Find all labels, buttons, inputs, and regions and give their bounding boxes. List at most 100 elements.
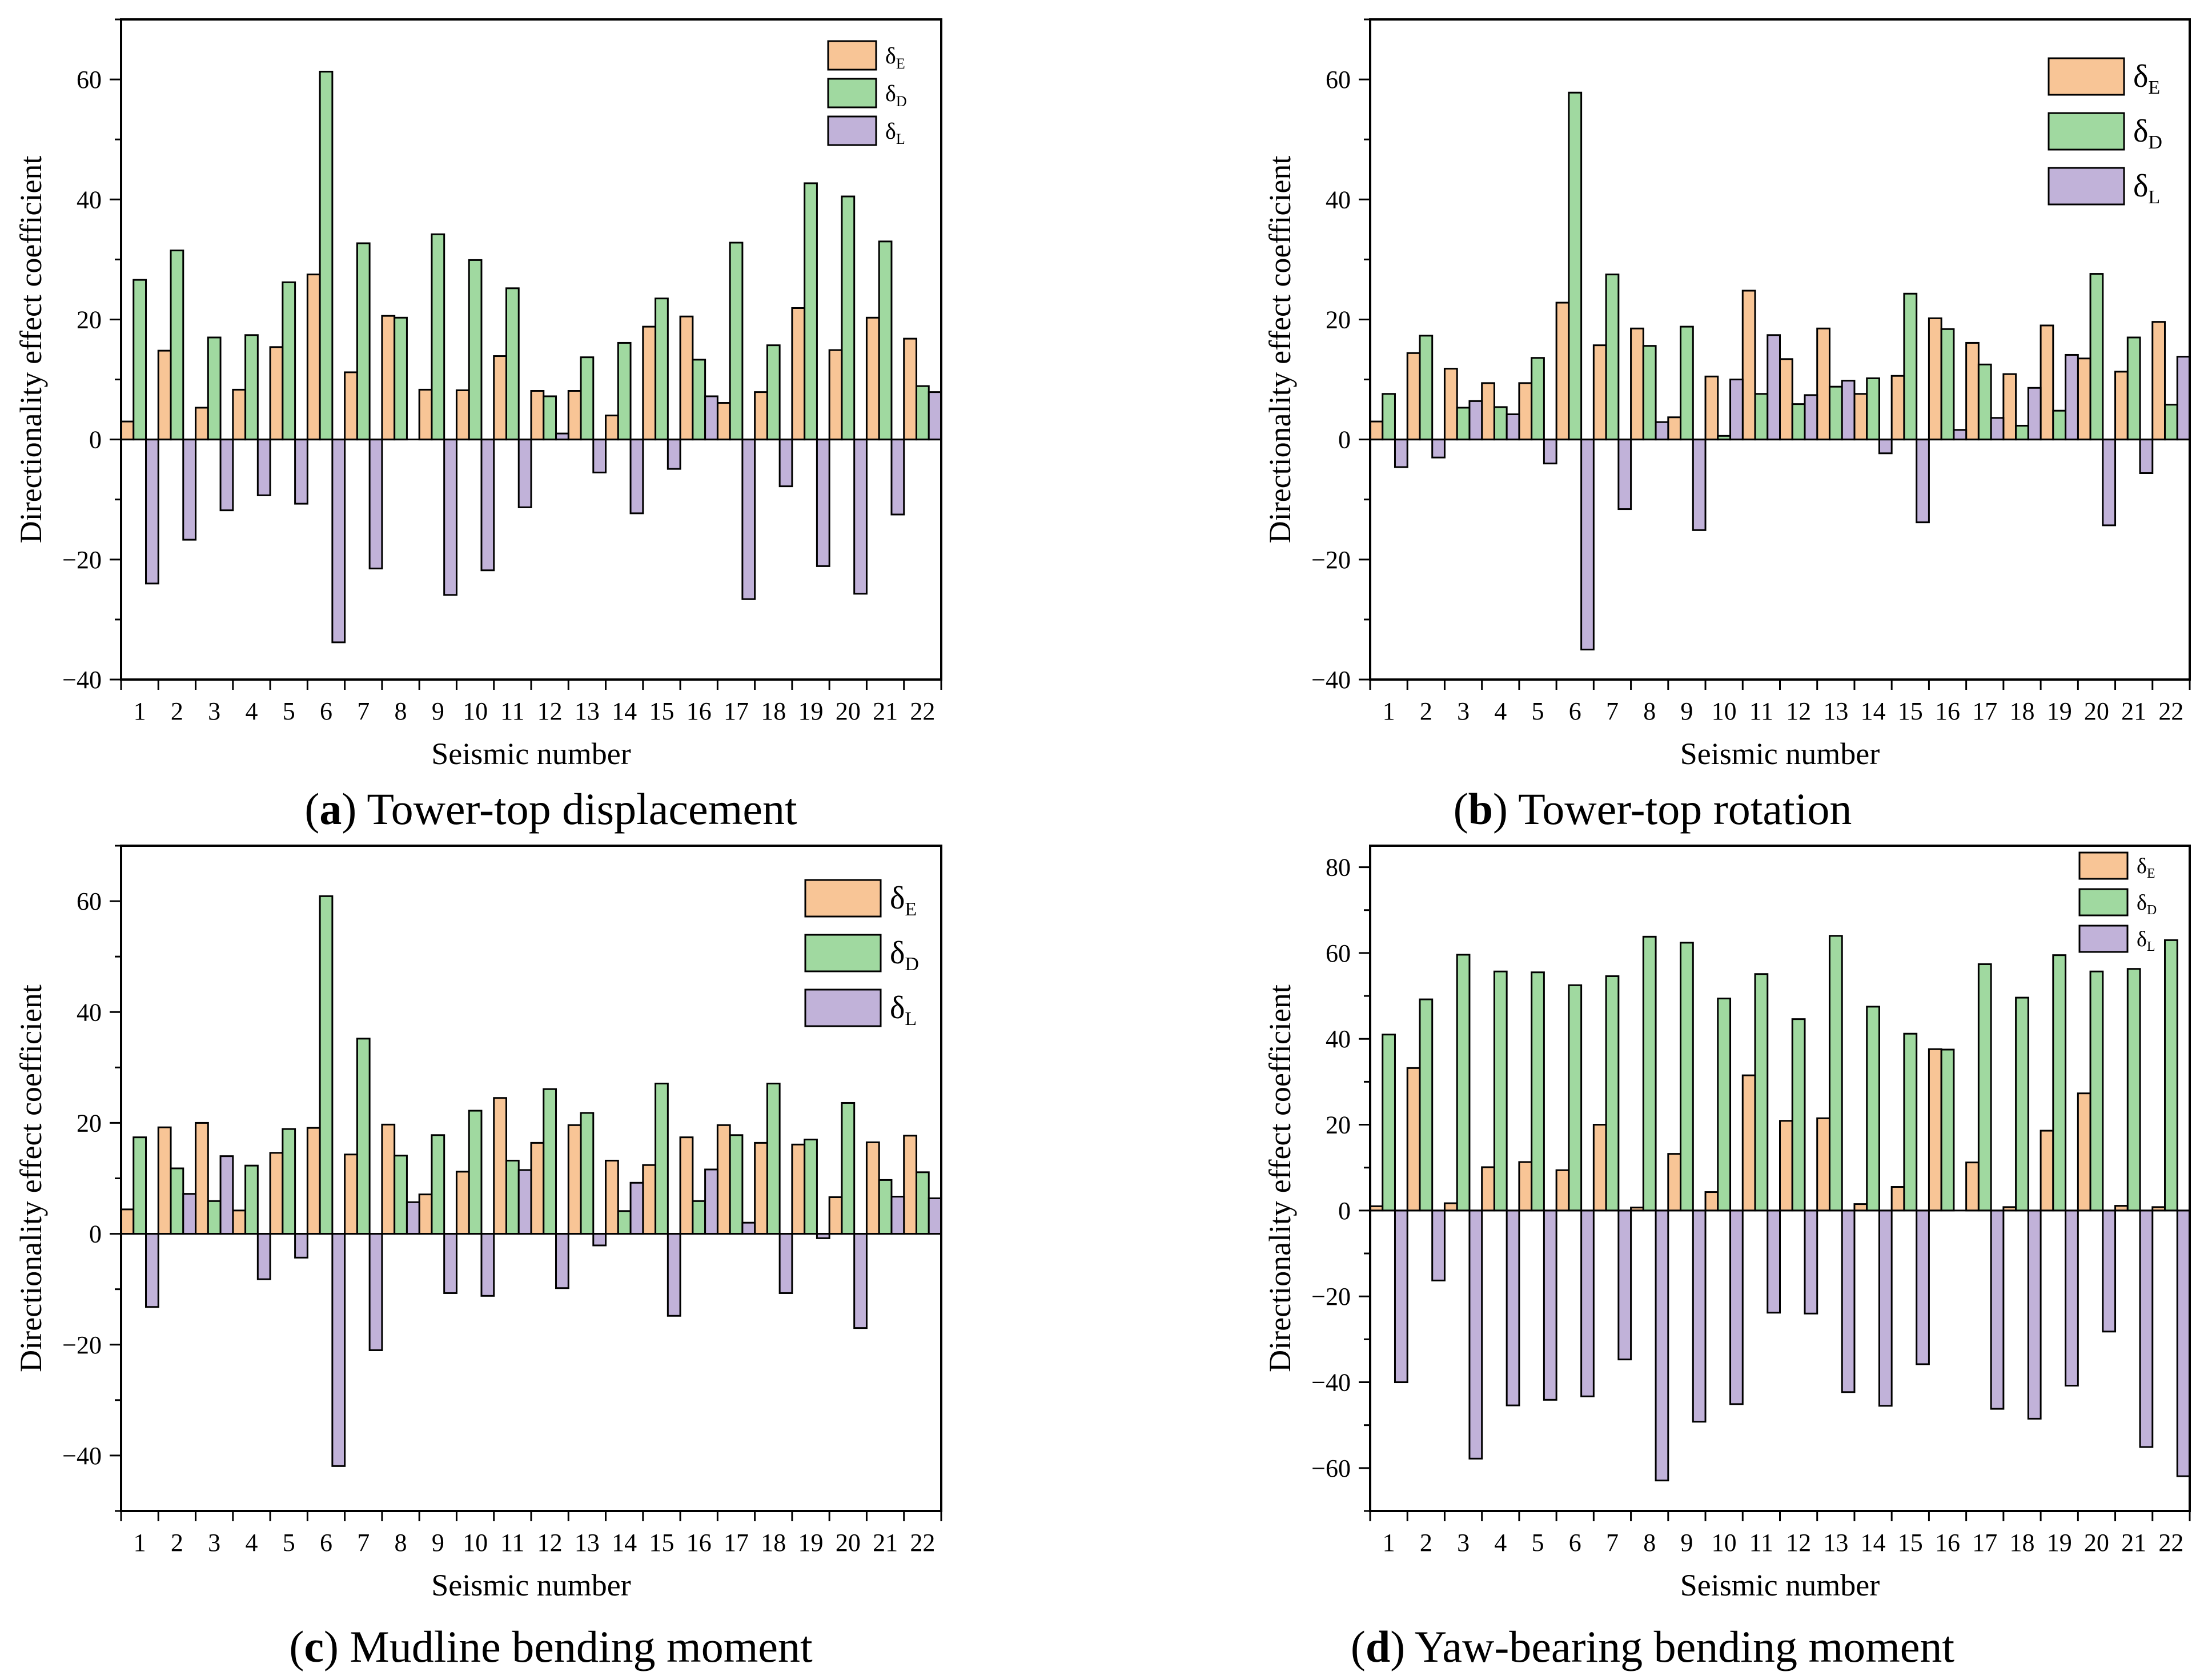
bar-D-10 (1717, 998, 1732, 1212)
x-tick-label: 2 (171, 1529, 183, 1557)
x-tick-label: 20 (2084, 1529, 2109, 1557)
y-tick-label: 60 (77, 66, 102, 94)
y-axis-label: Directionality effect coefficient (14, 156, 48, 544)
bar-L-1 (1394, 439, 1408, 468)
bar-E-14 (1853, 1203, 1868, 1212)
x-tick-label: 18 (761, 1529, 786, 1557)
x-tick-label: 20 (836, 697, 861, 725)
legend-label-D: δD (2137, 891, 2157, 918)
x-tick-label: 15 (649, 697, 674, 725)
bar-D-14 (1866, 377, 1880, 441)
bar-L-6 (331, 1233, 346, 1467)
bar-D-13 (1828, 385, 1843, 441)
x-axis-label: Seismic number (1680, 1568, 1880, 1602)
bar-E-12 (1779, 358, 1793, 441)
x-tick-label: 9 (432, 697, 444, 725)
x-tick-label: 1 (134, 697, 146, 725)
bar-L-21 (2139, 1209, 2154, 1448)
bar-L-11 (517, 1169, 532, 1235)
x-tick-label: 17 (1972, 1529, 1997, 1557)
x-axis: 1 2 3 4 5 6 7 8 9 10 11 12 13 14 15 16 17 18 19 20 21 22 (1369, 680, 2191, 725)
x-tick-label: 8 (1643, 697, 1656, 725)
bar-E-7 (344, 1154, 358, 1235)
bar-E-3 (1443, 1202, 1458, 1212)
bar-L-11 (517, 439, 532, 508)
y-axis-label: Directionality effect coefficient (14, 984, 48, 1372)
bar-D-14 (617, 1210, 632, 1235)
bar-D-7 (1605, 274, 1620, 441)
bar-D-15 (655, 1082, 669, 1235)
bar-E-11 (493, 355, 507, 441)
legend-label-L: δL (2137, 927, 2155, 954)
x-tick-label: 18 (761, 697, 786, 725)
y-tick-label: −20 (1311, 1283, 1351, 1311)
bar-L-18 (778, 1233, 793, 1294)
plot-frame (120, 18, 942, 681)
x-tick-label: 16 (1935, 1529, 1960, 1557)
legend-swatch-L (804, 988, 882, 1027)
x-tick-label: 8 (395, 1529, 407, 1557)
x-axis-label: Seismic number (431, 1568, 631, 1602)
y-axis: −40 −20 0 20 40 60 (1311, 18, 1370, 694)
bar-E-15 (642, 1164, 657, 1235)
x-tick-label: 21 (873, 697, 898, 725)
bar-D-22 (915, 1171, 930, 1235)
x-tick-label: 14 (1861, 697, 1886, 725)
y-tick-label: −20 (62, 546, 102, 574)
bar-L-4 (1506, 1209, 1520, 1406)
bar-D-12 (1791, 403, 1806, 441)
x-tick-label: 3 (1457, 697, 1470, 725)
x-axis-label: Seismic number (431, 737, 631, 771)
bar-E-2 (157, 349, 172, 441)
bar-D-19 (804, 1139, 818, 1235)
x-tick-label: 22 (2158, 1529, 2183, 1557)
bar-E-6 (1555, 302, 1570, 441)
x-tick-label: 11 (1749, 697, 1773, 725)
bar-L-12 (1804, 394, 1818, 441)
bar-L-2 (1431, 439, 1446, 459)
bar-L-10 (480, 439, 495, 572)
y-tick-label: 0 (1338, 426, 1351, 454)
x-tick-label: 19 (2047, 1529, 2072, 1557)
legend-swatch-D (827, 78, 877, 108)
x-tick-label: 10 (1712, 1529, 1737, 1557)
y-tick-label: −40 (62, 666, 102, 694)
x-tick-label: 21 (873, 1529, 898, 1557)
bar-L-5 (294, 439, 308, 505)
bar-L-21 (2139, 439, 2154, 474)
bar-D-20 (2089, 970, 2104, 1212)
x-tick-label: 18 (2009, 1529, 2034, 1557)
x-tick-label: 5 (283, 697, 295, 725)
bar-D-22 (2164, 404, 2178, 441)
bar-E-6 (306, 274, 321, 441)
bar-D-18 (2015, 424, 2029, 441)
bar-E-16 (679, 1136, 694, 1235)
bar-L-15 (1916, 439, 1930, 524)
x-tick-label: 9 (1680, 1529, 1693, 1557)
bar-L-19 (2065, 1209, 2079, 1387)
bar-D-7 (356, 242, 371, 441)
bar-L-20 (853, 1233, 868, 1329)
x-tick-label: 15 (1898, 1529, 1923, 1557)
bar-D-4 (244, 1164, 259, 1235)
bar-L-16 (1953, 429, 1968, 441)
bar-E-18 (754, 391, 768, 441)
bar-D-2 (1419, 335, 1434, 441)
bar-L-3 (1468, 400, 1483, 441)
caption-a: (a) Tower-top displacement (304, 784, 797, 834)
x-tick-label: 3 (208, 1529, 220, 1557)
bar-E-19 (791, 307, 806, 441)
x-tick-label: 6 (1569, 697, 1581, 725)
bar-E-3 (195, 407, 209, 441)
bar-L-2 (182, 1193, 197, 1235)
bar-L-2 (1431, 1209, 1446, 1281)
x-tick-label: 11 (500, 1529, 524, 1557)
bar-D-18 (2015, 996, 2029, 1212)
x-tick-label: 17 (724, 1529, 749, 1557)
bar-E-8 (381, 1123, 396, 1235)
bar-E-11 (1741, 290, 1756, 441)
x-tick-label: 10 (1712, 697, 1737, 725)
bar-L-2 (182, 439, 197, 541)
y-tick-label: 20 (1326, 306, 1351, 333)
bar-L-13 (592, 1233, 607, 1247)
